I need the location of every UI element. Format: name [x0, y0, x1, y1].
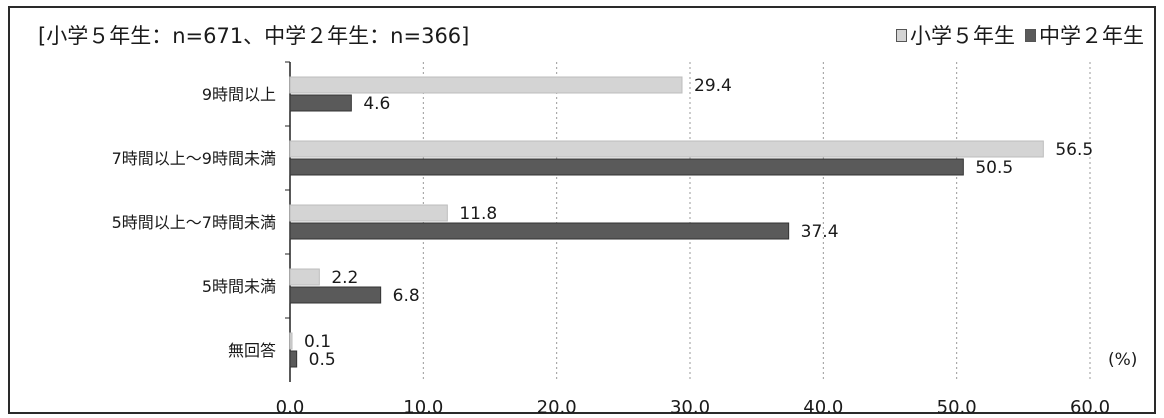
data-label: 0.5: [309, 350, 336, 370]
data-label: 11.8: [459, 204, 497, 224]
x-tick-label: 50.0: [937, 397, 977, 418]
data-label: 29.4: [694, 76, 732, 96]
data-label: 6.8: [393, 286, 420, 306]
bar: [289, 140, 1044, 158]
bar: [289, 350, 298, 368]
data-label: 2.2: [331, 268, 358, 288]
data-label: 0.1: [304, 332, 331, 352]
data-label: 4.6: [363, 94, 390, 114]
bar: [289, 204, 448, 222]
bar: [289, 268, 320, 286]
x-tick-label: 40.0: [803, 397, 843, 418]
chart-frame: [8, 6, 1156, 414]
x-tick-label: 20.0: [537, 397, 577, 418]
x-tick-label: 0.0: [276, 397, 305, 418]
sample-size-note: [小学５年生：n=671、中学２年生：n=366]: [38, 24, 470, 48]
bar: [289, 286, 382, 304]
legend-label-junior-high: 中学２年生: [1039, 24, 1144, 48]
category-label: 9時間以上: [202, 85, 276, 104]
bar: [289, 76, 683, 94]
category-label: 5時間未満: [202, 277, 276, 296]
bar: [289, 94, 352, 112]
data-label: 50.5: [975, 158, 1013, 178]
data-label: 56.5: [1055, 140, 1093, 160]
x-tick-label: 10.0: [403, 397, 443, 418]
legend-swatch-junior-high: [1025, 28, 1036, 42]
legend-label-elementary: 小学５年生: [910, 24, 1015, 48]
category-label: 無回答: [228, 341, 276, 360]
data-label: 37.4: [801, 222, 839, 242]
x-tick-label: 30.0: [670, 397, 710, 418]
category-label: 7時間以上～9時間未満: [112, 149, 276, 168]
bar: [289, 158, 964, 176]
category-label: 5時間以上～7時間未満: [112, 213, 276, 232]
unit-label: (%): [1108, 350, 1138, 370]
legend-item-elementary: 小学５年生: [896, 20, 1015, 50]
bar: [289, 222, 790, 240]
legend-item-junior-high: 中学２年生: [1025, 20, 1144, 50]
bar: [289, 332, 293, 350]
chart-legend: 小学５年生 中学２年生: [886, 20, 1144, 50]
legend-swatch-elementary: [896, 28, 907, 42]
x-tick-label: 60.0: [1070, 397, 1110, 418]
